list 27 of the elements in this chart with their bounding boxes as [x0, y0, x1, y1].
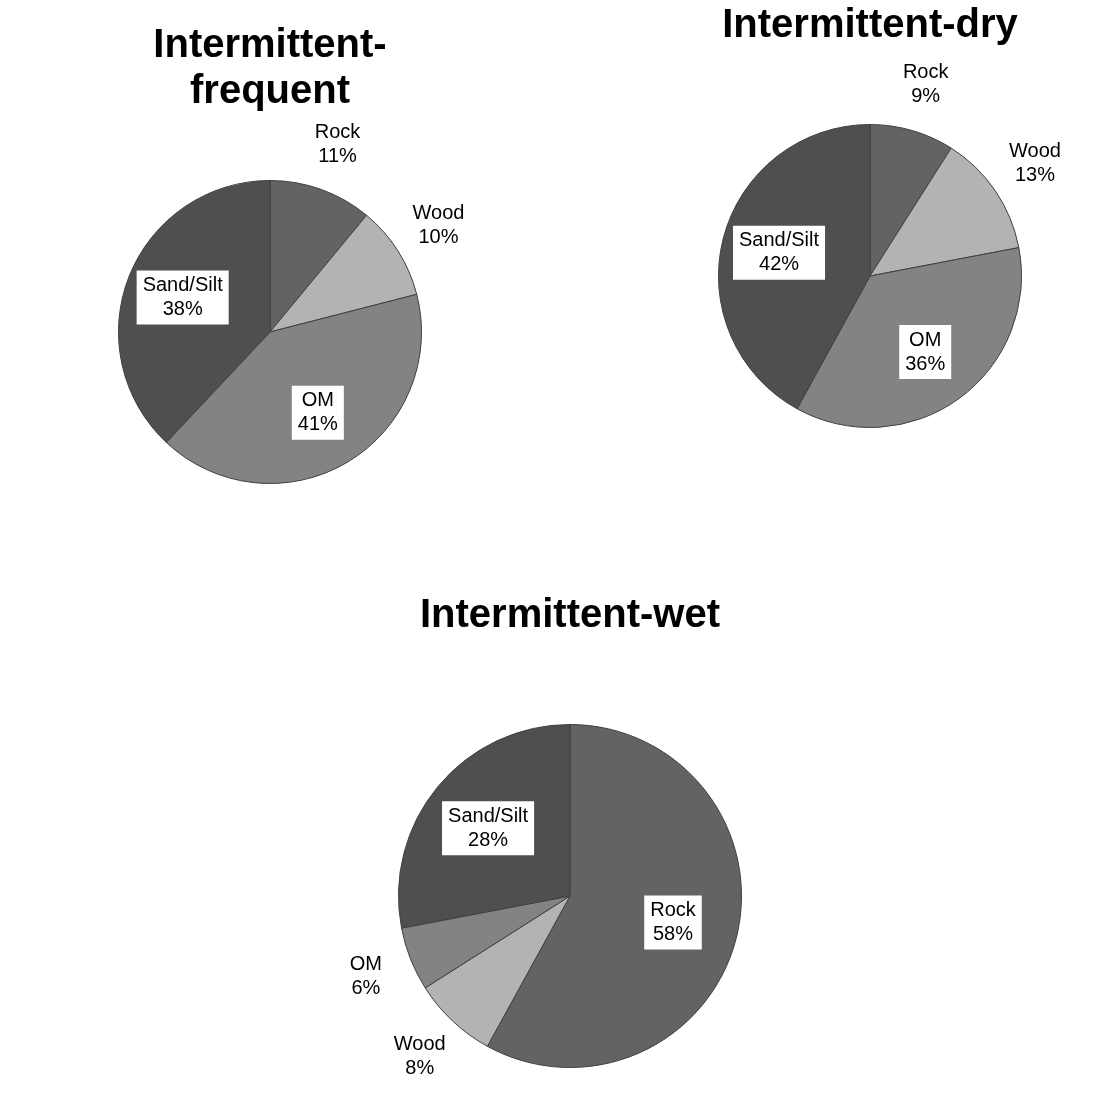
data-label: 58% [652, 921, 694, 944]
data-label: 28% [468, 827, 509, 850]
chart-title: Intermittent-wet [420, 590, 720, 636]
data-label: 13% [1014, 163, 1056, 186]
data-label: 10% [418, 224, 459, 247]
slice-label: OM [349, 952, 383, 975]
data-label: 6% [351, 976, 381, 999]
slice-label: Sand/Silt [448, 803, 529, 826]
slice-label: Wood [393, 1031, 446, 1054]
slice-label: Wood [412, 200, 465, 223]
slice-label: Rock [902, 59, 950, 82]
data-label: 42% [759, 252, 800, 275]
data-label: 41% [297, 412, 339, 435]
slice-label: Wood [1009, 139, 1061, 162]
slice-label: Rock [314, 119, 362, 142]
slice-label: Sand/Silt [142, 272, 224, 295]
data-label: 9% [911, 83, 941, 106]
data-label: 36% [905, 351, 946, 374]
chart-title: Intermittent-dry [721, 0, 1019, 46]
slice-label: Rock [650, 897, 697, 920]
slice-label: Sand/Silt [738, 228, 820, 251]
data-label: 11% [318, 143, 358, 166]
data-label: 8% [405, 1055, 435, 1078]
chart-title: Intermittent-frequent [152, 20, 388, 112]
slice-label: OM [909, 327, 942, 350]
data-label: 38% [162, 296, 203, 319]
slice-label: OM [301, 388, 334, 411]
